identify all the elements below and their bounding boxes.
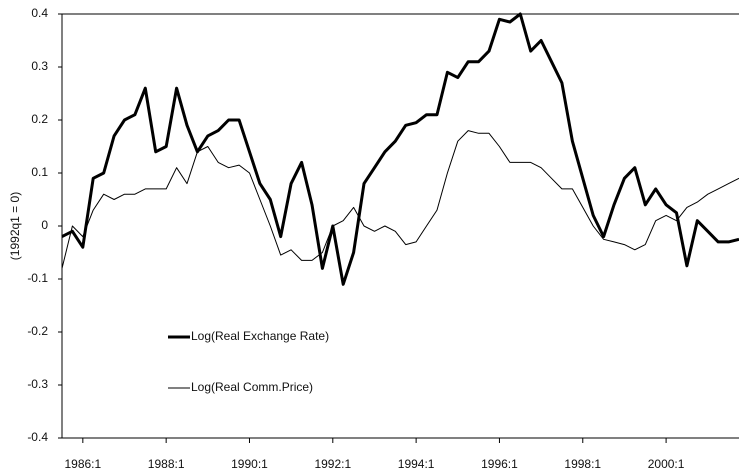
y-tick-label: 0.1 xyxy=(31,165,48,179)
x-tick-label: 1996:1 xyxy=(481,457,518,471)
y-tick-label: -0.3 xyxy=(27,377,48,391)
x-tick-label: 2000:1 xyxy=(648,457,685,471)
x-tick-label: 1992:1 xyxy=(314,457,351,471)
legend-label: Log(Real Exchange Rate) xyxy=(191,329,329,343)
y-tick-label: 0.2 xyxy=(31,112,48,126)
series-line xyxy=(61,12,739,286)
x-tick-label: 1990:1 xyxy=(231,457,268,471)
y-tick-label: -0.1 xyxy=(27,271,48,285)
x-tick-label: 1986:1 xyxy=(64,457,101,471)
x-tick-label: 1988:1 xyxy=(148,457,185,471)
y-tick-label: -0.2 xyxy=(27,324,48,338)
y-tick-label: 0 xyxy=(41,218,48,232)
x-tick-label: 1994:1 xyxy=(398,457,435,471)
y-tick-label: 0.3 xyxy=(31,59,48,73)
y-axis-label: (1992q1 = 0) xyxy=(8,192,22,260)
y-tick-label: 0.4 xyxy=(31,6,48,20)
y-tick-label: -0.4 xyxy=(27,430,48,444)
series-line xyxy=(61,130,739,269)
x-tick-label: 1998:1 xyxy=(564,457,601,471)
legend-label: Log(Real Comm.Price) xyxy=(191,380,313,394)
